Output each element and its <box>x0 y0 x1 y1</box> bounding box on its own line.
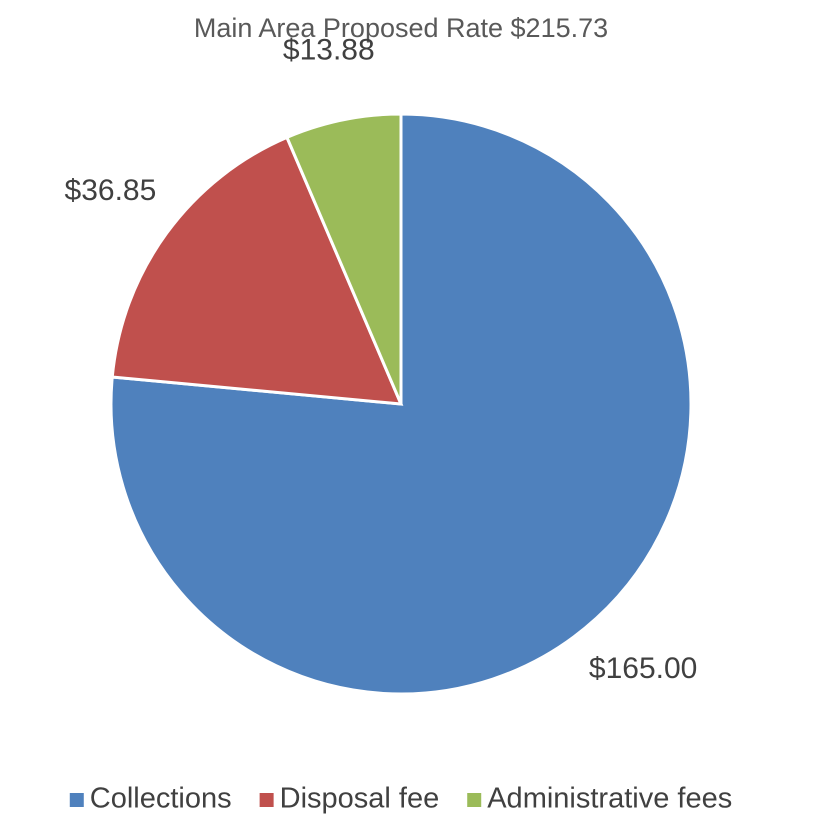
legend: Collections Disposal fee Administrative fe… <box>69 783 732 815</box>
data-label: $36.85 <box>65 174 157 207</box>
legend-swatch <box>259 793 274 807</box>
pie-slice <box>110 135 404 406</box>
pie-slice <box>109 112 693 696</box>
data-labels: $165.00 $36.85 $13.88 <box>65 34 698 685</box>
data-label: $165.00 <box>589 652 697 685</box>
data-label: $13.88 <box>283 34 375 67</box>
legend-label: Collections <box>90 783 232 815</box>
legend-swatch <box>467 793 482 807</box>
chart-title: Main Area Proposed Rate $215.73 <box>194 13 608 43</box>
pie <box>109 112 693 696</box>
legend-swatch <box>69 793 84 807</box>
pie-slice <box>284 112 403 405</box>
legend-label: Administrative fees <box>487 783 732 815</box>
legend-label: Disposal fee <box>280 783 440 815</box>
